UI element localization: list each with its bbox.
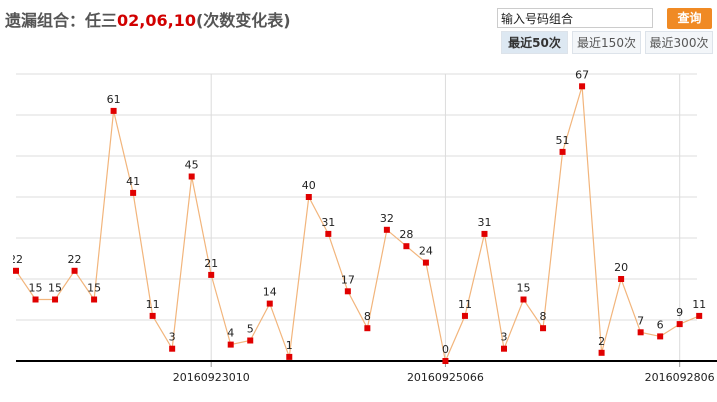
point <box>657 333 664 340</box>
point <box>325 230 332 237</box>
point <box>227 341 234 348</box>
data-label: 15 <box>87 282 101 295</box>
point <box>344 288 351 295</box>
search-button[interactable]: 查询 <box>667 8 712 29</box>
point <box>286 353 293 360</box>
data-label: 32 <box>380 212 394 225</box>
point <box>266 300 273 307</box>
data-label: 61 <box>107 93 121 106</box>
tab[interactable]: 最近50次 <box>501 31 568 54</box>
x-tick-label: 2016092806 <box>645 371 715 384</box>
data-label: 6 <box>657 318 664 331</box>
tab[interactable]: 最近300次 <box>645 31 713 54</box>
point <box>676 321 683 328</box>
data-label: 45 <box>185 159 199 172</box>
data-label: 2 <box>598 335 605 348</box>
data-label: 3 <box>169 331 176 344</box>
point <box>422 259 429 266</box>
point <box>618 276 625 282</box>
data-label: 22 <box>68 253 82 266</box>
point <box>130 189 137 196</box>
data-label: 1 <box>286 339 293 352</box>
data-label: 40 <box>302 179 316 192</box>
data-label: 9 <box>676 306 683 319</box>
point <box>13 267 19 274</box>
x-tick-label: 20160923010 <box>173 371 250 384</box>
data-label: 15 <box>29 282 43 295</box>
point <box>579 83 586 90</box>
point <box>247 337 254 344</box>
data-label: 24 <box>419 245 433 258</box>
point <box>442 358 449 364</box>
point <box>208 271 215 278</box>
title-prefix: 遗漏组合：任三 <box>5 11 118 30</box>
point <box>481 230 488 237</box>
point <box>540 325 547 332</box>
data-label: 17 <box>341 273 355 286</box>
data-label: 8 <box>364 310 371 323</box>
data-label: 11 <box>458 298 472 311</box>
tab[interactable]: 最近150次 <box>572 31 641 54</box>
point <box>110 107 117 114</box>
data-label: 22 <box>9 253 23 266</box>
point <box>71 267 78 274</box>
data-label: 11 <box>692 298 706 311</box>
data-label: 21 <box>204 257 218 270</box>
point <box>520 296 527 303</box>
point <box>32 296 39 303</box>
point <box>403 243 410 250</box>
title: 遗漏组合：任三02,06,10(次数变化表) <box>5 7 291 31</box>
data-label: 31 <box>477 216 491 229</box>
data-label: 7 <box>637 314 644 327</box>
point <box>188 173 195 180</box>
point <box>149 312 156 319</box>
x-tick-label: 20160925066 <box>407 371 484 384</box>
point <box>598 349 605 356</box>
search-input[interactable]: 输入号码组合 <box>497 8 653 28</box>
data-label: 14 <box>263 286 277 299</box>
data-label: 11 <box>146 298 160 311</box>
point <box>501 345 507 352</box>
data-label: 15 <box>48 282 62 295</box>
point <box>52 296 59 303</box>
point <box>91 296 98 303</box>
data-label: 15 <box>517 282 531 295</box>
data-label: 0 <box>442 343 449 356</box>
data-label: 51 <box>556 134 570 147</box>
point <box>637 329 644 336</box>
point <box>696 312 703 319</box>
data-label: 41 <box>126 175 140 188</box>
point <box>461 312 468 319</box>
data-label: 4 <box>227 327 234 340</box>
data-label: 31 <box>321 216 335 229</box>
data-label: 28 <box>399 228 413 241</box>
title-suffix: (次数变化表) <box>195 11 291 30</box>
point <box>559 148 566 155</box>
data-label: 67 <box>575 68 589 81</box>
title-highlight: 02,06,10 <box>117 11 196 30</box>
series-line <box>15 86 700 364</box>
point <box>383 226 390 233</box>
point <box>364 325 371 332</box>
point <box>305 194 312 200</box>
point <box>169 345 176 352</box>
data-label: 20 <box>614 261 628 274</box>
data-label: 8 <box>540 310 547 323</box>
data-label: 5 <box>247 323 254 336</box>
data-label: 3 <box>501 331 508 344</box>
